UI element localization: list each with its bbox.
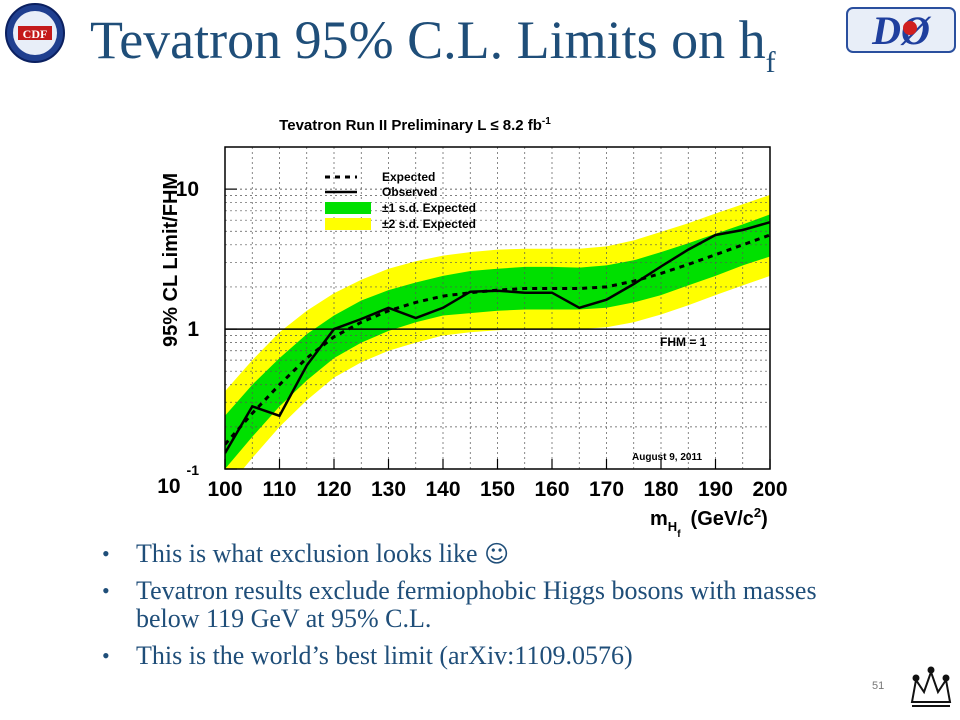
x-tick-label: 160 — [534, 478, 569, 501]
x-tick-label: 130 — [371, 478, 406, 501]
x-axis-label-subsub: f — [677, 529, 681, 540]
legend-observed-label: Observed — [382, 185, 437, 199]
page-number: 51 — [872, 680, 885, 692]
legend: Expected Observed ±1 s.d. Expected ±2 s.… — [325, 170, 476, 231]
x-tick-label: 150 — [480, 478, 515, 501]
legend-1sd-swatch — [325, 202, 371, 214]
bullet-item: • Tevatron results exclude fermiophobic … — [100, 577, 860, 633]
legend-1sd-label: ±1 s.d. Expected — [382, 201, 476, 215]
x-tick-label: 180 — [643, 478, 678, 501]
x-axis-label-units-end: ) — [761, 508, 768, 530]
bullet-text: This is the world’s best limit (arXiv:11… — [136, 641, 633, 670]
chart-title: Tevatron Run II Preliminary L ≤ 8.2 fb-1 — [279, 116, 551, 134]
x-axis-label-units-exp: 2 — [754, 505, 761, 520]
cdf-logo: CDF — [5, 3, 65, 63]
x-axis-label-sub: H — [668, 519, 677, 534]
x-tick-label: 120 — [316, 478, 351, 501]
legend-2sd-label: ±2 s.d. Expected — [382, 217, 476, 231]
x-axis-label-m: m — [650, 508, 668, 530]
bullet-item: • This is the world’s best limit (arXiv:… — [100, 642, 860, 670]
limit-chart: Tevatron Run II Preliminary L ≤ 8.2 fb-1… — [157, 116, 788, 540]
bullet-item: • This is what exclusion looks like ☺ — [100, 539, 860, 569]
bullet-text: This is what exclusion looks like — [136, 539, 485, 568]
bullet-marker: • — [102, 643, 110, 668]
bullet-text: Tevatron results exclude fermiophobic Hi… — [136, 576, 817, 633]
slide-title: Tevatron 95% C.L. Limits on hf — [90, 8, 850, 81]
fhm-reference-label: FHM = 1 — [660, 335, 707, 349]
x-axis-ticks: 100 110 120 130 140 150 160 170 180 190 200 — [207, 459, 788, 501]
chart-title-exponent: -1 — [542, 116, 551, 127]
y-tick-label: 10-1 — [157, 462, 199, 498]
y-axis-label: 95% CL Limit/FHM — [160, 173, 182, 347]
date-annotation: August 9, 2011 — [632, 452, 702, 463]
x-axis-label: mHf (GeV/c2) — [650, 505, 768, 540]
x-tick-label: 140 — [425, 478, 460, 501]
chart-title-text: Tevatron Run II Preliminary L ≤ 8.2 fb — [279, 117, 542, 134]
smiley-icon: ☺ — [484, 540, 510, 568]
x-tick-label: 100 — [207, 478, 242, 501]
bullet-marker: • — [102, 578, 110, 603]
slide-title-subscript: f — [765, 46, 776, 79]
x-tick-label: 110 — [263, 478, 297, 501]
d0-logo-text: DØ — [871, 8, 932, 53]
bullet-marker: • — [102, 541, 110, 566]
slide-title-main: Tevatron 95% C.L. Limits on h — [90, 10, 766, 70]
x-axis-label-units: (GeV/c — [691, 508, 754, 530]
cdf-logo-text: CDF — [23, 27, 48, 41]
bullet-list: • This is what exclusion looks like ☺ • … — [100, 540, 860, 679]
legend-expected-label: Expected — [382, 170, 435, 184]
d0-logo: DØ — [846, 7, 956, 53]
crown-logo-icon — [910, 666, 952, 707]
x-tick-label: 190 — [698, 478, 733, 501]
grid — [225, 147, 770, 469]
y-tick-exponent: -1 — [187, 462, 200, 478]
expected-limit-line — [225, 233, 770, 446]
legend-2sd-swatch — [325, 218, 371, 230]
observed-limit-line — [225, 220, 770, 454]
y-tick-label: 1 — [187, 318, 199, 341]
x-tick-label: 200 — [752, 478, 787, 501]
x-tick-label: 170 — [589, 478, 624, 501]
y-tick-label: 10 — [176, 178, 199, 201]
